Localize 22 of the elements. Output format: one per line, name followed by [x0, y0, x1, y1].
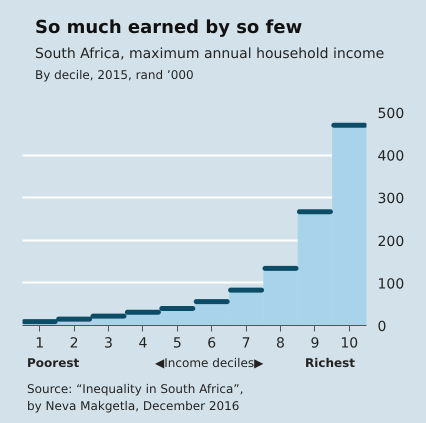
text: ◀Income deciles▶ [155, 355, 264, 372]
text: Richest [305, 355, 356, 372]
x-tick-label: 9 [310, 336, 320, 352]
x-tick-label: 4 [138, 336, 148, 352]
x-tick-label: 7 [242, 336, 251, 352]
chart-title: So much earned by so few [35, 16, 304, 40]
y-tick-label: 500 [378, 106, 404, 122]
x-tick-label: 6 [207, 336, 216, 352]
y-tick-label: 300 [378, 191, 404, 208]
y-tick-label: 100 [378, 276, 404, 292]
x-tick-label: 2 [70, 336, 79, 352]
y-tick-label: 400 [378, 148, 404, 165]
x-tick-label: 8 [276, 336, 285, 352]
source-note: Source: “Inequality in South Africa”, by Neva Makgetla, December 2016 [27, 381, 244, 416]
text: Poorest [27, 355, 80, 372]
x-tick-label: 1 [35, 336, 44, 352]
x-tick-label: 5 [172, 336, 182, 352]
y-tick-label: 200 [378, 234, 404, 250]
x-tick-label: 3 [104, 336, 113, 352]
chart-subtitle: South Africa, maximum annual household income By decile, 2015, rand ’000 [35, 44, 384, 84]
x-tick-label: 10 [340, 336, 358, 352]
y-tick-label: 0 [378, 319, 386, 335]
